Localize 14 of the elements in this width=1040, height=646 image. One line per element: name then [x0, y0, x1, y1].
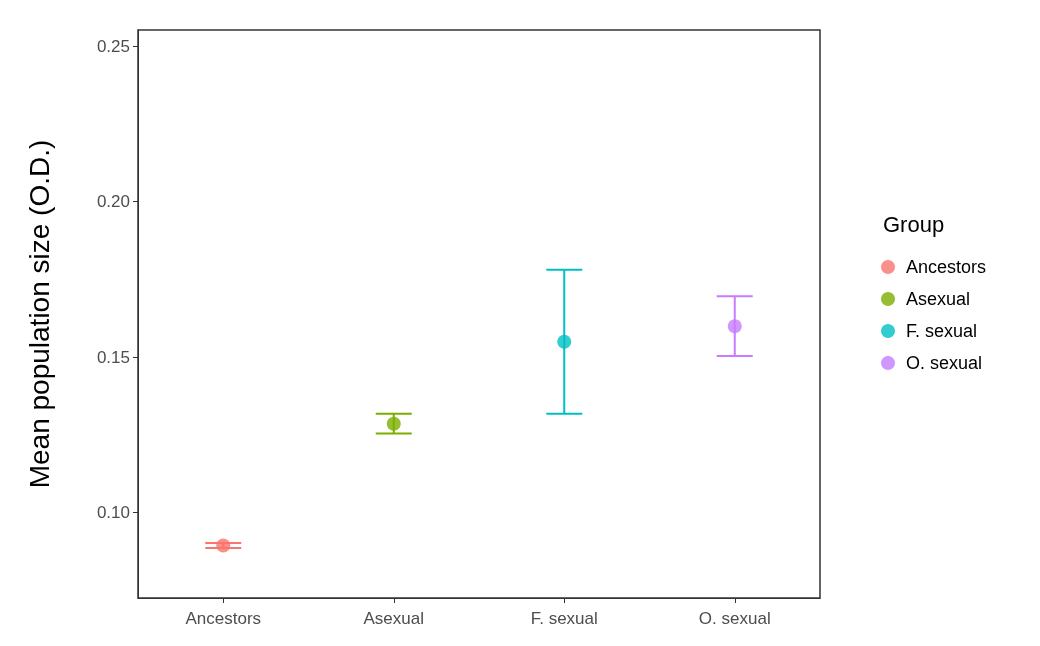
legend-label: Asexual — [906, 289, 971, 309]
x-tick-label: Asexual — [363, 609, 424, 628]
legend-label: Ancestors — [906, 257, 987, 277]
y-axis-title: Mean population size (O.D.) — [23, 139, 55, 489]
y-tick-label: 0.20 — [96, 192, 130, 212]
legend-label: O. sexual — [906, 353, 983, 373]
y-tick-label: 0.25 — [96, 36, 130, 56]
x-tick-label: F. sexual — [530, 609, 598, 628]
y-tick-label: 0.15 — [96, 347, 130, 367]
legend-label: F. sexual — [906, 321, 978, 341]
legend-title: Group — [883, 211, 945, 237]
x-tick-label: Ancestors — [185, 609, 262, 628]
x-tick-label: O. sexual — [698, 609, 771, 628]
y-tick-label: 0.10 — [96, 502, 130, 522]
